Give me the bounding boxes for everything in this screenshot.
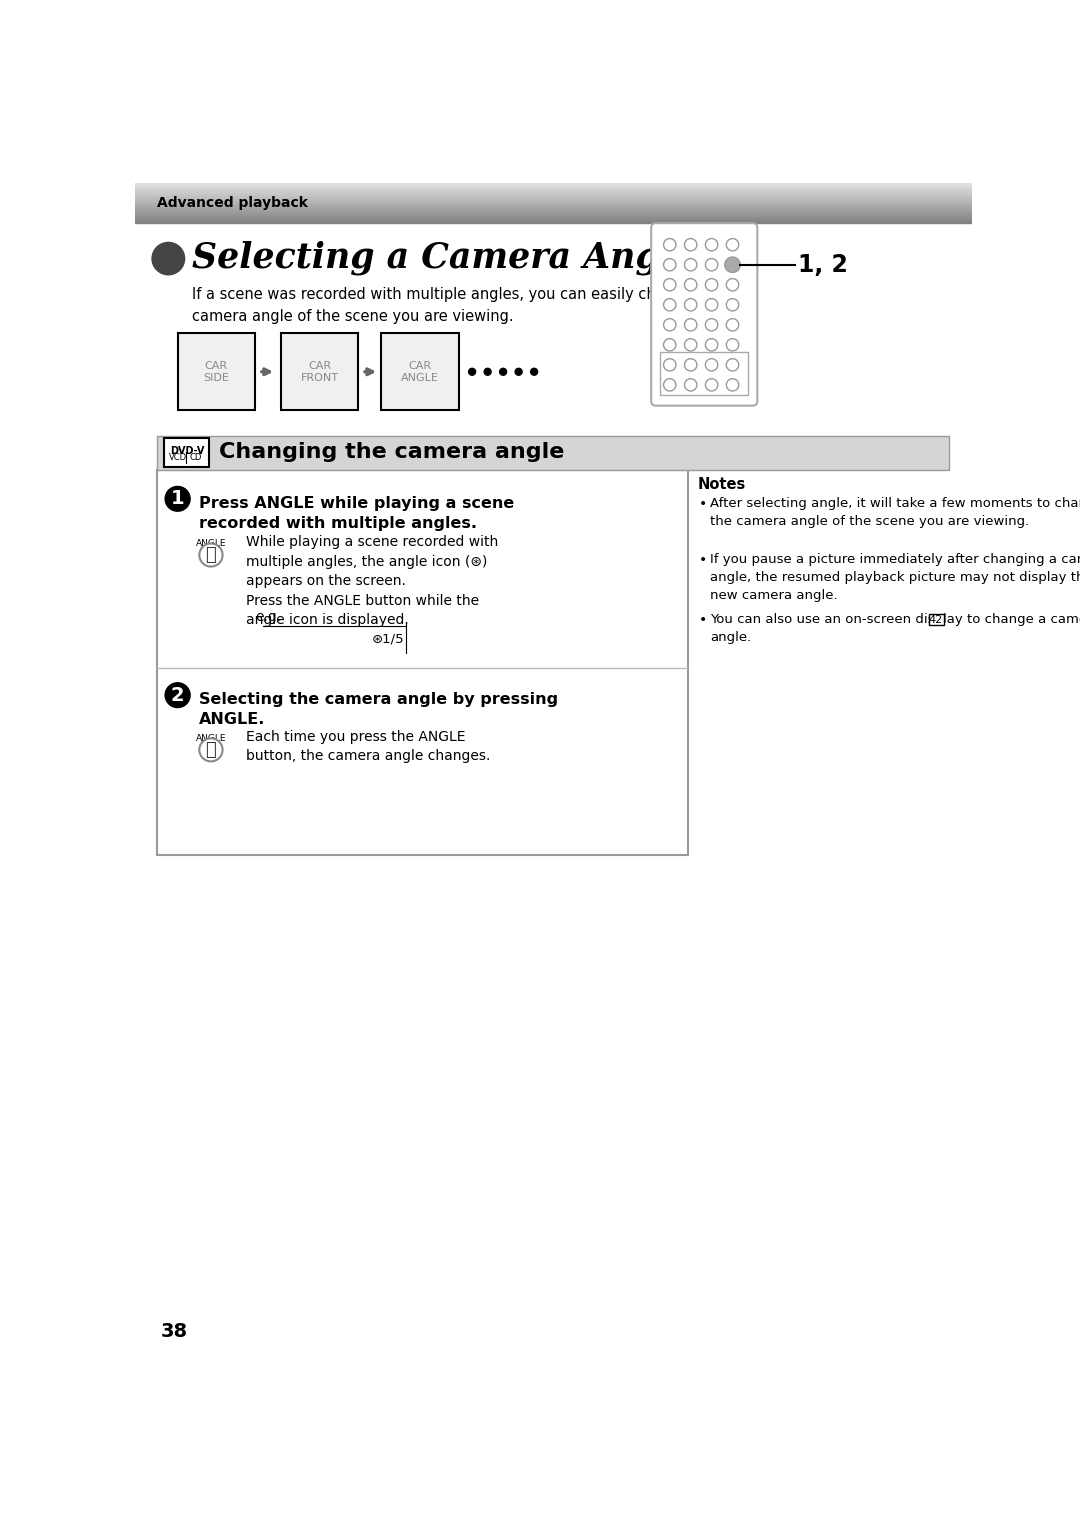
Bar	[157, 436, 948, 470]
Bar	[164, 438, 210, 467]
Circle shape	[685, 299, 697, 311]
Circle shape	[705, 279, 718, 291]
Circle shape	[727, 279, 739, 291]
Text: 42: 42	[929, 615, 943, 624]
Text: While playing a scene recorded with
multiple angles, the angle icon (⊛)
appears : While playing a scene recorded with mult…	[246, 536, 498, 627]
Text: ANGLE: ANGLE	[195, 734, 226, 743]
Text: ⊛1/5: ⊛1/5	[373, 632, 405, 645]
Circle shape	[705, 258, 718, 272]
Circle shape	[663, 319, 676, 331]
Text: 38: 38	[161, 1323, 188, 1341]
Text: Selecting the camera angle by pressing
ANGLE.: Selecting the camera angle by pressing A…	[199, 693, 557, 726]
Circle shape	[727, 359, 739, 371]
Circle shape	[663, 359, 676, 371]
Text: Each time you press the ANGLE
button, the camera angle changes.: Each time you press the ANGLE button, th…	[246, 729, 490, 763]
Circle shape	[164, 485, 191, 511]
Bar	[281, 333, 359, 410]
Circle shape	[685, 359, 697, 371]
Text: CAR
SIDE: CAR SIDE	[203, 362, 229, 383]
Circle shape	[663, 378, 676, 391]
Circle shape	[727, 378, 739, 391]
Circle shape	[705, 319, 718, 331]
Circle shape	[663, 238, 676, 250]
Circle shape	[705, 378, 718, 391]
Text: If you pause a picture immediately after changing a camera
angle, the resumed pl: If you pause a picture immediately after…	[710, 552, 1080, 601]
Circle shape	[152, 243, 185, 275]
Text: You can also use an on-screen display to change a camera
angle.: You can also use an on-screen display to…	[710, 613, 1080, 644]
Text: 1: 1	[171, 490, 185, 508]
Circle shape	[663, 299, 676, 311]
Text: CAR
ANGLE: CAR ANGLE	[402, 362, 440, 383]
Circle shape	[663, 258, 676, 272]
Text: CAR
FRONT: CAR FRONT	[300, 362, 338, 383]
Circle shape	[200, 739, 222, 761]
Bar	[177, 333, 255, 410]
Circle shape	[530, 368, 538, 375]
Circle shape	[685, 279, 697, 291]
Text: 1, 2: 1, 2	[798, 253, 848, 276]
Bar	[929, 613, 944, 626]
Text: Notes: Notes	[698, 478, 746, 493]
Circle shape	[515, 368, 522, 375]
Text: •: •	[699, 613, 707, 627]
Circle shape	[727, 319, 739, 331]
Text: Press ANGLE while playing a scene
recorded with multiple angles.: Press ANGLE while playing a scene record…	[199, 496, 514, 531]
Text: After selecting angle, it will take a few moments to change
the camera angle of : After selecting angle, it will take a fe…	[710, 497, 1080, 528]
FancyBboxPatch shape	[651, 223, 757, 406]
Circle shape	[705, 299, 718, 311]
Text: •: •	[699, 552, 707, 566]
Bar	[157, 470, 688, 855]
Circle shape	[484, 368, 491, 375]
Text: If a scene was recorded with multiple angles, you can easily change the
camera a: If a scene was recorded with multiple an…	[191, 287, 720, 324]
Bar	[381, 333, 459, 410]
Text: Selecting a Camera Angle: Selecting a Camera Angle	[191, 241, 694, 275]
Circle shape	[685, 339, 697, 351]
Text: e.g.: e.g.	[255, 610, 281, 624]
Text: ANGLE: ANGLE	[195, 539, 226, 548]
Circle shape	[200, 543, 222, 566]
Text: CD: CD	[189, 453, 202, 462]
Circle shape	[685, 238, 697, 250]
Text: 2: 2	[171, 685, 185, 705]
Text: VCD: VCD	[170, 453, 188, 462]
Circle shape	[663, 279, 676, 291]
Circle shape	[705, 238, 718, 250]
Text: Advanced playback: Advanced playback	[157, 197, 308, 211]
Circle shape	[685, 258, 697, 272]
Circle shape	[727, 238, 739, 250]
Circle shape	[705, 359, 718, 371]
Circle shape	[500, 368, 507, 375]
Circle shape	[685, 319, 697, 331]
Text: DVD-V: DVD-V	[170, 446, 204, 456]
Circle shape	[727, 339, 739, 351]
Circle shape	[164, 682, 191, 708]
Circle shape	[705, 339, 718, 351]
Text: ⎙: ⎙	[205, 740, 216, 758]
Circle shape	[469, 368, 475, 375]
Text: Changing the camera angle: Changing the camera angle	[218, 443, 564, 462]
Circle shape	[725, 256, 740, 273]
Circle shape	[727, 299, 739, 311]
Bar	[661, 353, 748, 395]
Circle shape	[685, 378, 697, 391]
Circle shape	[663, 339, 676, 351]
Text: •: •	[699, 497, 707, 511]
Text: ⎙: ⎙	[205, 546, 216, 565]
